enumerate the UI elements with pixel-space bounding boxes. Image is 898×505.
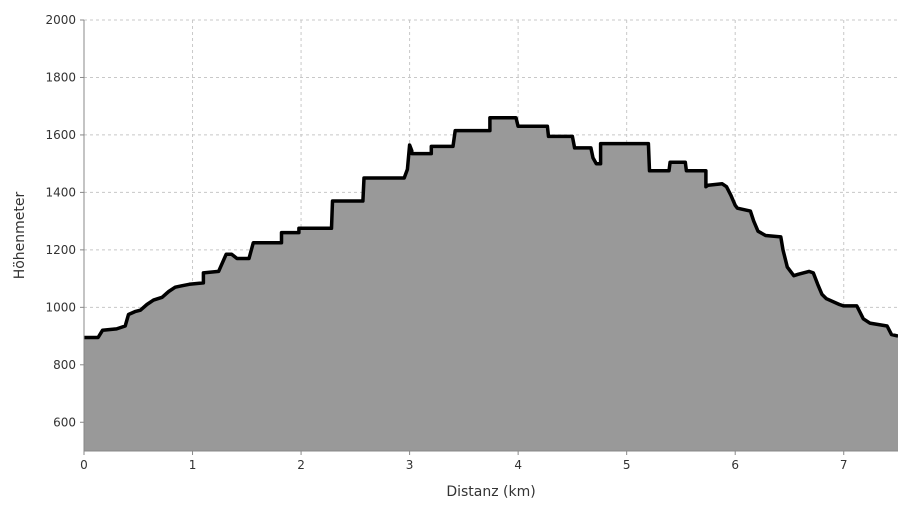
y-tick-label: 1600 <box>45 128 76 142</box>
y-tick-label: 800 <box>53 358 76 372</box>
x-tick-label: 6 <box>731 458 739 472</box>
axes <box>80 19 898 455</box>
x-tick-label: 0 <box>80 458 88 472</box>
y-tick-label: 1400 <box>45 185 76 199</box>
y-tick-label: 1200 <box>45 243 76 257</box>
x-tick-label: 2 <box>297 458 305 472</box>
elevation-profile-line <box>84 115 898 340</box>
x-axis-title: Distanz (km) <box>446 484 535 500</box>
y-tick-label: 600 <box>53 415 76 429</box>
x-tick-label: 5 <box>623 458 631 472</box>
y-tick-label: 2000 <box>45 13 76 27</box>
x-tick-label: 3 <box>406 458 414 472</box>
tick-labels: 600 800 1000 1200 1400 1600 1800 2000 0 1 2 3 4 5 6 7 <box>45 13 847 472</box>
y-axis-title: Höhenmeter <box>12 191 28 279</box>
elevation-area-fill <box>84 117 898 451</box>
y-tick-label: 1000 <box>45 300 76 314</box>
x-tick-label: 4 <box>514 458 522 472</box>
y-tick-label: 1800 <box>45 70 76 84</box>
x-tick-label: 7 <box>840 458 848 472</box>
x-tick-label: 1 <box>189 458 197 472</box>
